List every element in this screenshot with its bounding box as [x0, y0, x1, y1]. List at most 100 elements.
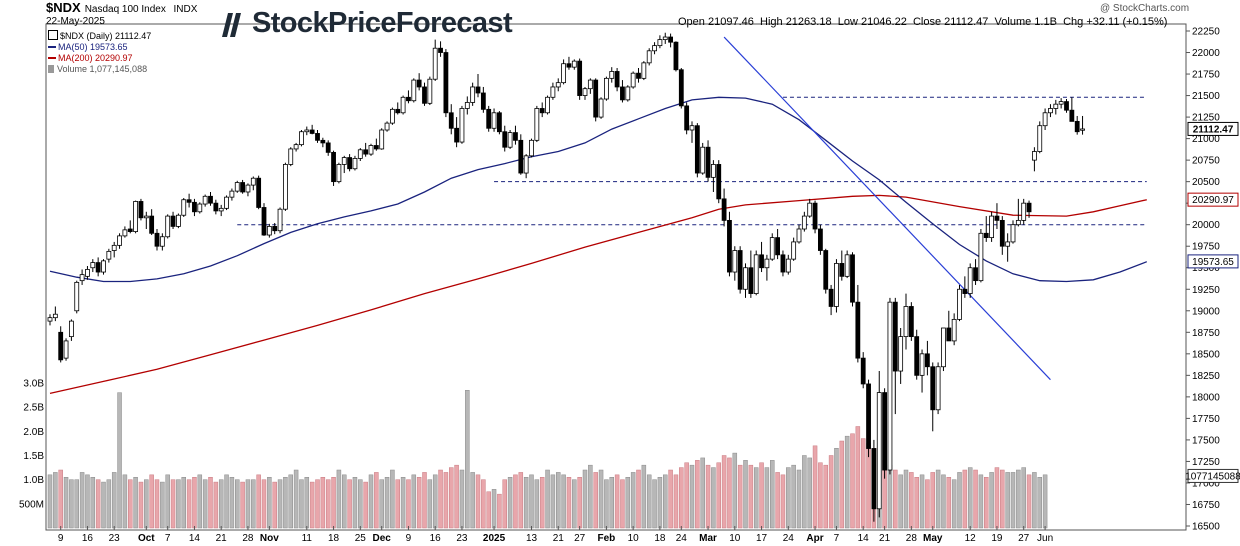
volume-bar: [347, 479, 352, 529]
candle-down: [363, 149, 369, 155]
candle-up: [379, 129, 385, 150]
volume-bar: [53, 472, 58, 529]
volume-bar: [416, 477, 422, 529]
volume-bar: [240, 481, 245, 529]
volume-bar: [95, 479, 101, 529]
volume-bar: [978, 474, 984, 529]
candle-up: [165, 215, 171, 238]
volume-bar: [812, 445, 818, 529]
volume-bar: [593, 472, 598, 529]
candle-up: [652, 45, 657, 52]
volume-bar: [47, 474, 53, 529]
date-tick-label: 18: [328, 533, 340, 544]
volume-bar: [636, 469, 641, 529]
candle-up: [74, 281, 80, 312]
volume-bar: [449, 467, 454, 529]
volume-bar: [566, 477, 572, 529]
volume-bar: [213, 481, 219, 529]
ma50-path: [49, 96, 1148, 283]
price-tick-label: 18750: [1192, 328, 1220, 339]
volume-bar: [860, 438, 866, 529]
legend-ma50: MA(50) 19573.65: [48, 42, 151, 53]
candle-up: [52, 313, 58, 319]
candle-up: [919, 353, 925, 376]
ticker-symbol: $NDX: [46, 0, 81, 15]
chart-legend: $NDX (Daily) 21112.47 MA(50) 19573.65 MA…: [48, 30, 151, 75]
close-label: Close: [912, 16, 942, 28]
volume-tick-label: 500M: [19, 499, 44, 510]
candle-down: [325, 142, 331, 153]
price-tick-label: 19500: [1192, 263, 1220, 274]
volume-bar: [277, 479, 283, 529]
volume-bar: [588, 464, 593, 529]
candle-down: [373, 145, 379, 150]
volume-tag-label: 1077145088: [1185, 471, 1240, 482]
candle-down: [58, 331, 64, 361]
candle-up: [743, 267, 748, 290]
volume-bar: [780, 474, 786, 529]
candle-down: [475, 86, 481, 94]
volume-bar: [406, 479, 411, 529]
date-tick-label: 23: [109, 533, 121, 544]
volume-bar: [491, 489, 497, 529]
volume-bar: [957, 472, 962, 529]
high-label: High: [760, 16, 783, 28]
date-tick-label: Mar: [699, 533, 717, 544]
candle-down: [994, 215, 1000, 221]
candle-down: [138, 201, 144, 219]
volume-bar: [577, 477, 582, 529]
candle-up: [1015, 219, 1021, 226]
volume-bar: [930, 472, 935, 529]
volume-bar: [218, 479, 224, 529]
volume-bar: [716, 462, 721, 529]
candle-down: [272, 226, 278, 232]
date-tick-label: 27: [574, 533, 586, 544]
volume-bar: [79, 472, 85, 529]
price-tick-label: 16500: [1192, 522, 1220, 533]
candle-up: [288, 148, 294, 165]
candle-up: [133, 201, 139, 232]
candle-up: [159, 236, 165, 247]
volume-bar: [839, 440, 845, 529]
candle-up: [807, 202, 813, 217]
volume-bar: [288, 474, 293, 529]
price-tag-label: 20290.97: [1192, 195, 1234, 206]
candle-up: [368, 145, 374, 155]
date-tick-label: 13: [526, 533, 538, 544]
candle-down: [438, 47, 443, 53]
candle-up: [1021, 202, 1027, 221]
stockcharts-watermark[interactable]: @ StockCharts.com: [1100, 3, 1190, 14]
price-tick-label: 19750: [1192, 242, 1220, 253]
volume-bar: [962, 469, 968, 529]
candle-down: [839, 263, 845, 277]
candle-down: [208, 195, 213, 204]
candle-down: [480, 92, 486, 110]
volume-bar: [893, 469, 898, 529]
candle-up: [69, 320, 74, 338]
volume-tick-label: 1.5B: [23, 451, 44, 462]
candle-down: [678, 69, 684, 107]
candle-down: [668, 36, 673, 43]
volume-bar: [657, 477, 663, 529]
candle-up: [106, 250, 112, 260]
candle-up: [1005, 241, 1011, 247]
volume-bar: [507, 477, 513, 529]
candle-down: [443, 52, 449, 114]
date-tick-label: 12: [965, 533, 977, 544]
candle-up: [764, 258, 770, 269]
price-tags: 21112.47 20290.97 19573.65 1077145088: [1185, 121, 1240, 483]
change-label: Chg: [1063, 16, 1084, 28]
volume-bar: [454, 464, 459, 529]
volume-bar: [941, 474, 946, 529]
candle-up: [561, 63, 566, 84]
candle-up: [491, 112, 497, 129]
date-tick-label: 21: [216, 533, 228, 544]
brand-logo[interactable]: StockPriceForecast: [252, 7, 513, 39]
volume-bar: [700, 457, 705, 529]
candlesticks: [47, 32, 1085, 522]
date-tick-label: 16: [430, 533, 442, 544]
candle-up: [459, 108, 465, 143]
date-axis: 9 16 23 Oct 7 14 21 28 Nov 11 18 25 Dec 9 16 23 2025 13 21…: [58, 526, 1053, 544]
candle-up: [79, 274, 85, 282]
